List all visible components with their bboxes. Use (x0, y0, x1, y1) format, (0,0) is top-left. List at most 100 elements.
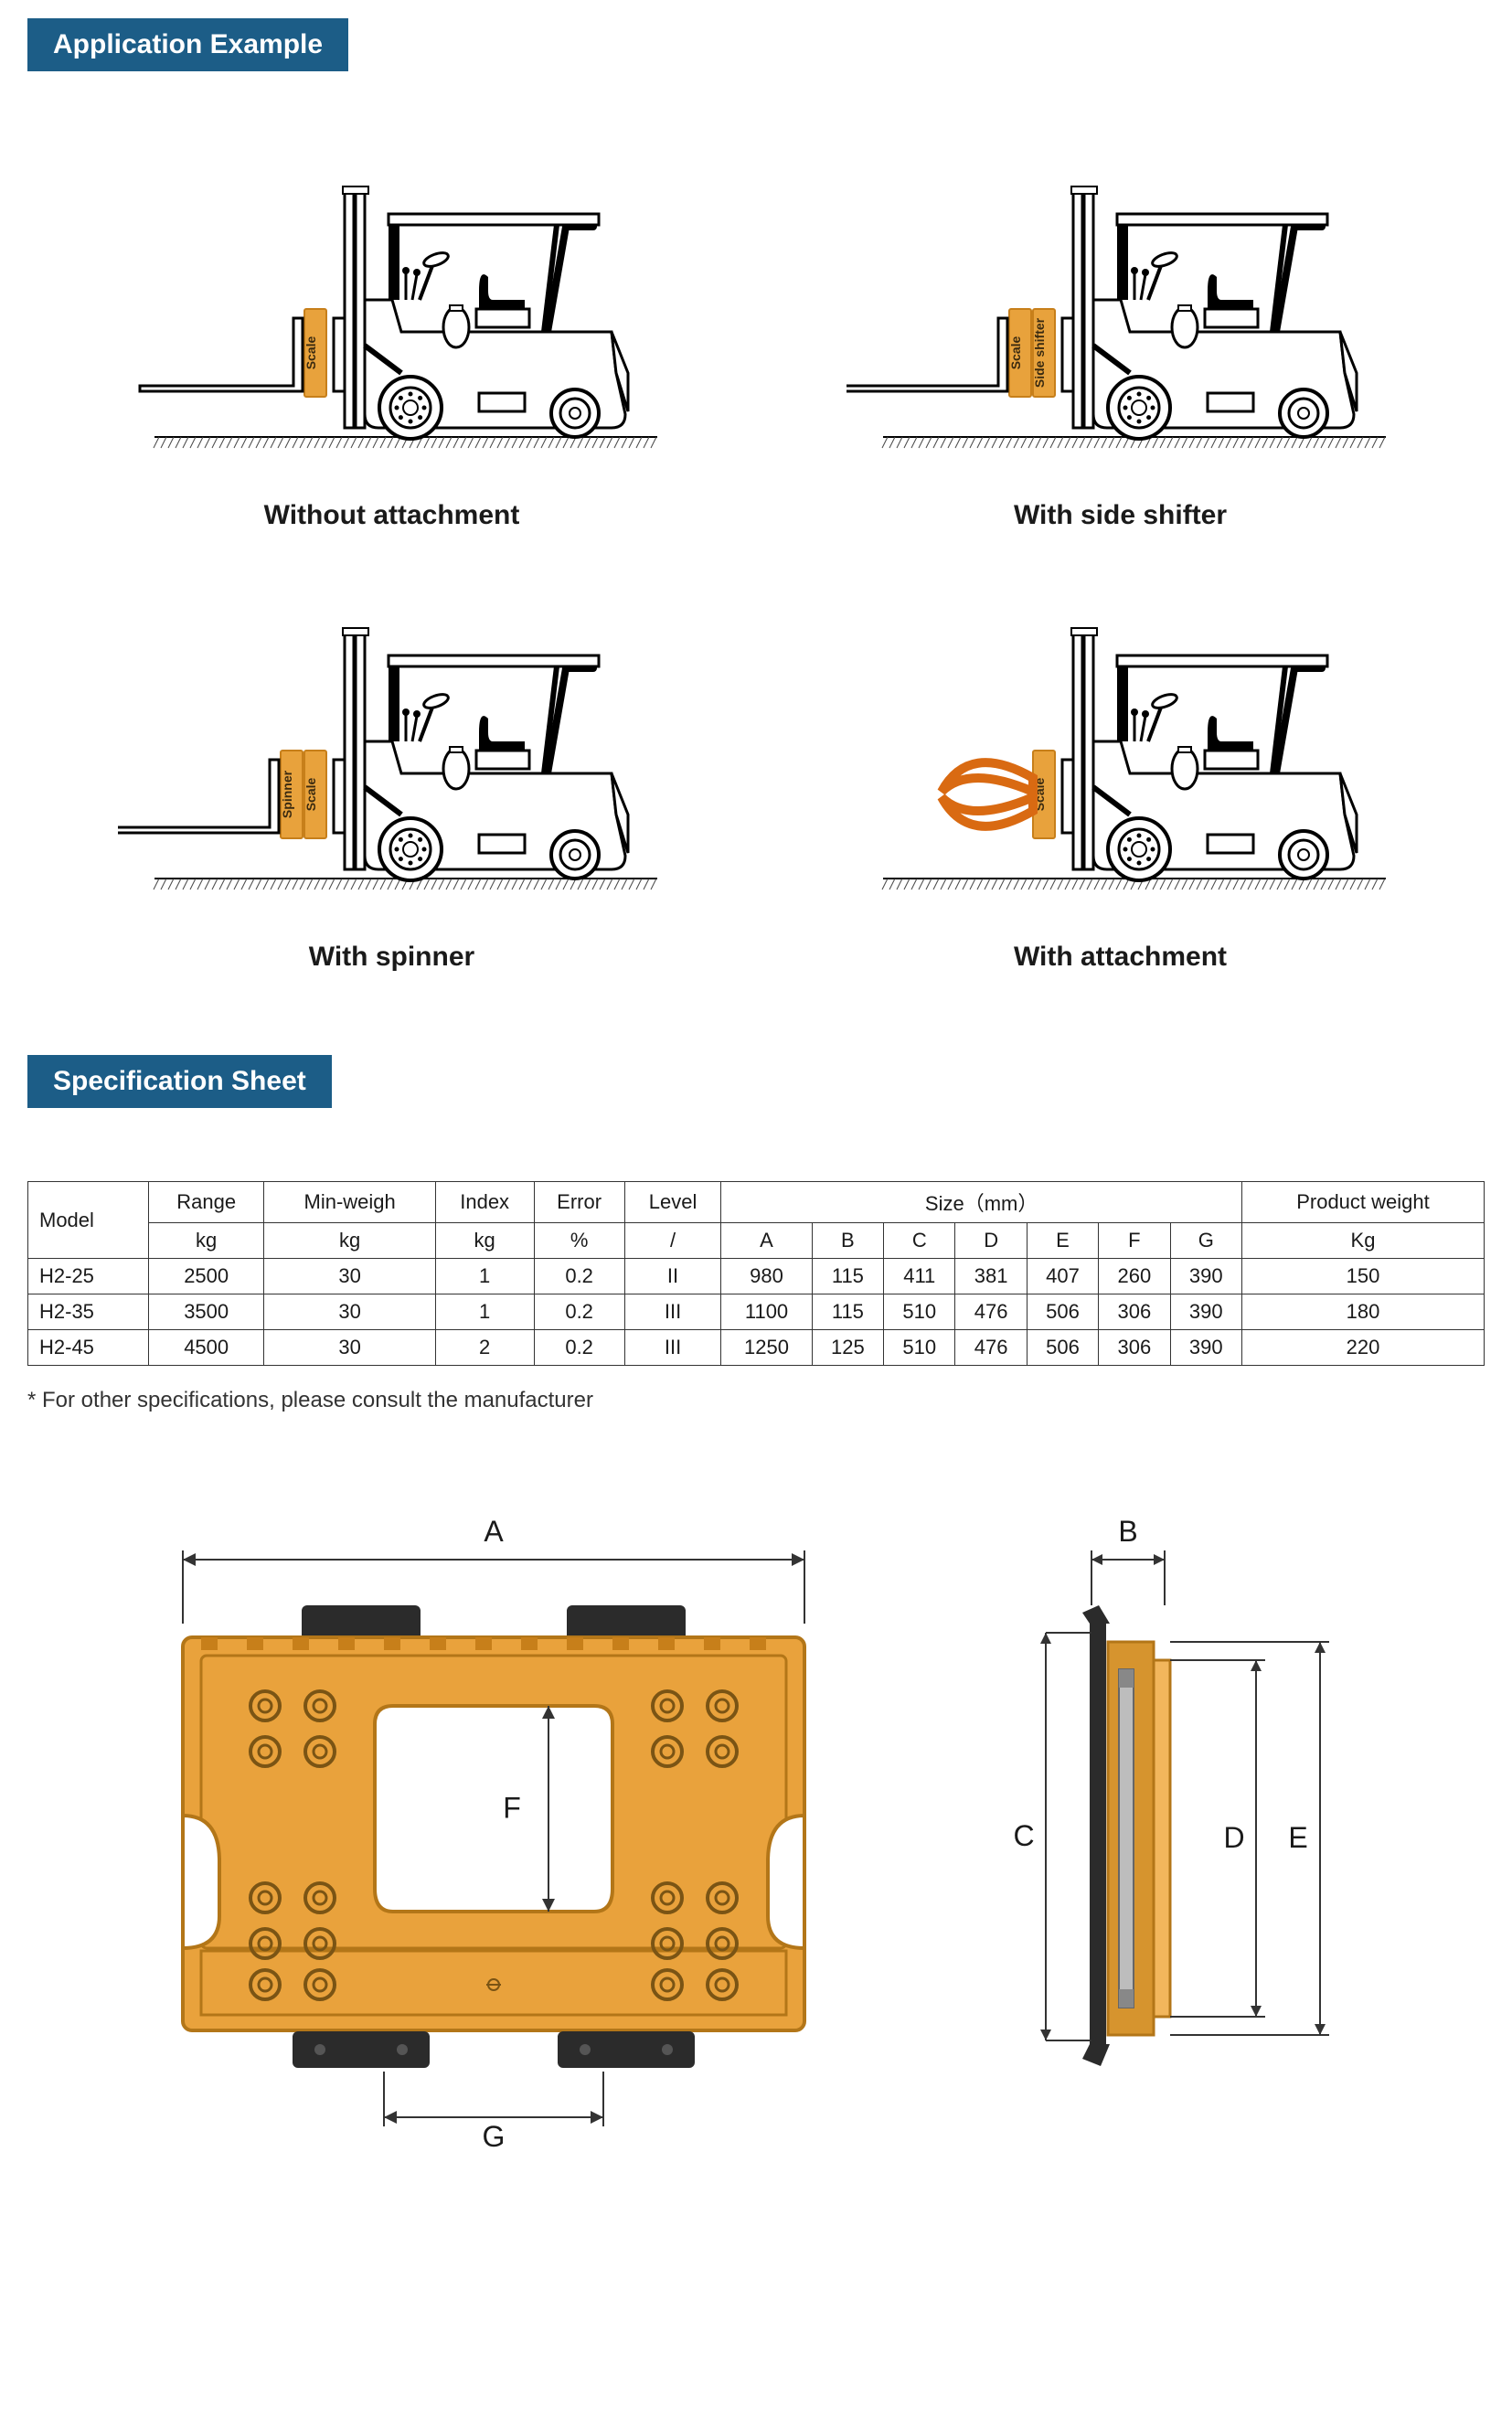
cell: III (624, 1294, 721, 1330)
forklift-cell-0: Scale Without attachment (82, 163, 701, 531)
svg-text:Side shifter: Side shifter (1032, 317, 1047, 388)
spec-table-head: Model Range Min-weigh Index Error Level … (28, 1182, 1485, 1259)
col-model: Model (28, 1182, 149, 1259)
cell: 476 (955, 1294, 1027, 1330)
cell: 2500 (148, 1259, 264, 1294)
table-row: H2-35 3500 30 1 0.2 III 1100 115 510 476… (28, 1294, 1485, 1330)
cell: 510 (884, 1294, 955, 1330)
cell: 306 (1099, 1294, 1170, 1330)
unit-range: kg (148, 1223, 264, 1259)
svg-text:E: E (1288, 1821, 1307, 1854)
cell: 1250 (721, 1330, 812, 1366)
cell: 476 (955, 1330, 1027, 1366)
col-index: Index (435, 1182, 534, 1223)
dimension-diagram-front: A F G (119, 1496, 868, 2154)
unit-minweigh: kg (264, 1223, 435, 1259)
cell: 125 (812, 1330, 883, 1366)
forklift-caption-0: Without attachment (82, 500, 701, 531)
col-error: Error (534, 1182, 624, 1223)
svg-text:A: A (484, 1515, 504, 1548)
cell: 2 (435, 1330, 534, 1366)
unit-weight: Kg (1241, 1223, 1484, 1259)
cell: 260 (1099, 1259, 1170, 1294)
unit-d: D (955, 1223, 1027, 1259)
forklift-diagram-1: Side shifter Scale (847, 163, 1395, 474)
cell: 0.2 (534, 1294, 624, 1330)
cell: 411 (884, 1259, 955, 1294)
svg-text:Scale: Scale (1008, 336, 1023, 369)
unit-b: B (812, 1223, 883, 1259)
unit-g: G (1170, 1223, 1241, 1259)
forklift-caption-3: With attachment (811, 942, 1430, 973)
svg-text:B: B (1118, 1515, 1137, 1548)
svg-text:G: G (483, 2120, 506, 2153)
unit-f: F (1099, 1223, 1170, 1259)
cell: 115 (812, 1259, 883, 1294)
cell: II (624, 1259, 721, 1294)
unit-e: E (1027, 1223, 1098, 1259)
table-row: H2-45 4500 30 2 0.2 III 1250 125 510 476… (28, 1330, 1485, 1366)
cell: III (624, 1330, 721, 1366)
spec-table-body: H2-25 2500 30 1 0.2 II 980 115 411 381 4… (28, 1259, 1485, 1366)
cell: 220 (1241, 1330, 1484, 1366)
unit-error: % (534, 1223, 624, 1259)
svg-text:F: F (503, 1792, 521, 1825)
dimension-diagram-row: A F G B C D E (27, 1496, 1485, 2154)
spec-table-header-row-1: Model Range Min-weigh Index Error Level … (28, 1182, 1485, 1223)
svg-text:D: D (1223, 1821, 1244, 1854)
col-level: Level (624, 1182, 721, 1223)
svg-text:Scale: Scale (303, 336, 318, 369)
cell: 30 (264, 1259, 435, 1294)
unit-index: kg (435, 1223, 534, 1259)
cell: 180 (1241, 1294, 1484, 1330)
forklift-caption-1: With side shifter (811, 500, 1430, 531)
cell: 381 (955, 1259, 1027, 1294)
section-header-spec-sheet: Specification Sheet (27, 1055, 332, 1108)
cell: H2-25 (28, 1259, 149, 1294)
section-header-application-example: Application Example (27, 18, 348, 71)
cell: 1 (435, 1294, 534, 1330)
unit-level: / (624, 1223, 721, 1259)
cell: 980 (721, 1259, 812, 1294)
col-product-weight: Product weight (1241, 1182, 1484, 1223)
svg-text:Spinner: Spinner (280, 770, 294, 818)
unit-c: C (884, 1223, 955, 1259)
cell: 30 (264, 1294, 435, 1330)
forklift-grid: Scale Without attachment Side shifter Sca… (27, 108, 1485, 1055)
forklift-caption-2: With spinner (82, 942, 701, 973)
spec-footnote: * For other specifications, please consu… (27, 1388, 1485, 1413)
cell: 1100 (721, 1294, 812, 1330)
cell: 407 (1027, 1259, 1098, 1294)
cell: 150 (1241, 1259, 1484, 1294)
unit-a: A (721, 1223, 812, 1259)
cell: H2-35 (28, 1294, 149, 1330)
spec-table-header-row-2: kg kg kg % / A B C D E F G Kg (28, 1223, 1485, 1259)
cell: 4500 (148, 1330, 264, 1366)
cell: 390 (1170, 1294, 1241, 1330)
cell: H2-45 (28, 1330, 149, 1366)
cell: 30 (264, 1330, 435, 1366)
forklift-diagram-0: Scale (118, 163, 666, 474)
cell: 115 (812, 1294, 883, 1330)
cell: 0.2 (534, 1330, 624, 1366)
cell: 390 (1170, 1330, 1241, 1366)
svg-text:C: C (1013, 1819, 1034, 1852)
col-minweigh: Min-weigh (264, 1182, 435, 1223)
col-size: Size（mm） (721, 1182, 1242, 1223)
forklift-diagram-2: Scale Spinner (118, 604, 666, 915)
cell: 0.2 (534, 1259, 624, 1294)
forklift-cell-1: Side shifter Scale With side shifter (811, 163, 1430, 531)
svg-text:Scale: Scale (303, 777, 318, 811)
forklift-diagram-3: Scale (847, 604, 1395, 915)
cell: 1 (435, 1259, 534, 1294)
spec-table: Model Range Min-weigh Index Error Level … (27, 1181, 1485, 1366)
cell: 390 (1170, 1259, 1241, 1294)
forklift-cell-2: Scale Spinner With spinner (82, 604, 701, 973)
cell: 3500 (148, 1294, 264, 1330)
col-range: Range (148, 1182, 264, 1223)
cell: 506 (1027, 1330, 1098, 1366)
cell: 506 (1027, 1294, 1098, 1330)
cell: 510 (884, 1330, 955, 1366)
forklift-cell-3: Scale With attachment (811, 604, 1430, 973)
cell: 306 (1099, 1330, 1170, 1366)
